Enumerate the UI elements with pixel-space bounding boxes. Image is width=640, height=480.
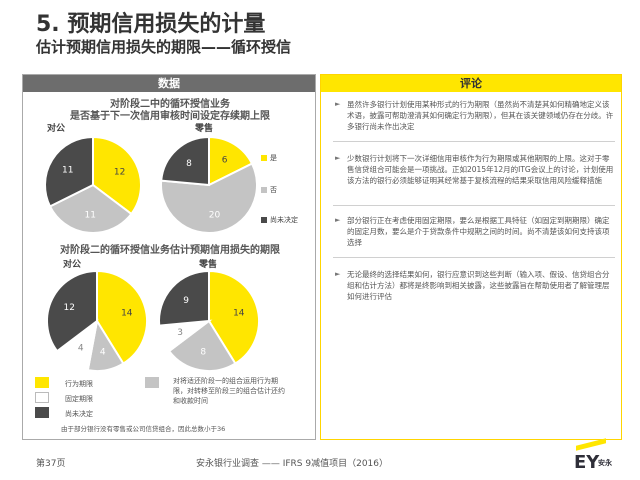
logo-ey-text: EY bbox=[574, 452, 600, 473]
legend-behavioral-swatch bbox=[35, 377, 49, 388]
legend-fixed: 固定期限 bbox=[65, 395, 93, 403]
pie2-corporate-slice-3 bbox=[46, 269, 98, 353]
ey-logo: EY 安永 bbox=[574, 438, 616, 474]
chart1-corporate-label: 对公 bbox=[47, 124, 66, 134]
comment-item: ► 少数银行计划将下一次详细信用审核作为行为期限或其他期限的上限。这对于零售信贷… bbox=[335, 154, 614, 185]
pie2-retail-slice-3 bbox=[158, 269, 210, 327]
legend-pending: 尚未决定 bbox=[65, 410, 93, 418]
pie1-retail-value-label-2: 8 bbox=[186, 159, 192, 169]
pie2-retail-value-label-3: 9 bbox=[183, 296, 189, 306]
legend-yes: 是 bbox=[261, 153, 277, 163]
chart1-retail-label: 零售 bbox=[195, 124, 214, 134]
comment-panel: 评论 ► 虽然许多银行计划使用某种形式的行为期限（虽然尚不清楚其如何精确地定义该… bbox=[320, 74, 622, 440]
chart1-title-line1: 对阶段二中的循环授信业务 bbox=[110, 99, 230, 110]
bullet-icon: ► bbox=[335, 216, 341, 224]
legend-behavioral: 行为期限 bbox=[65, 380, 93, 388]
pie2-retail-slice-1 bbox=[167, 319, 237, 372]
pie1-retail-slice-1 bbox=[160, 162, 258, 234]
pie2-retail-value-label-0: 14 bbox=[233, 309, 245, 319]
comment-panel-heading: 评论 bbox=[321, 75, 621, 92]
data-panel-heading: 数据 bbox=[23, 75, 315, 92]
logo-cn-text: 安永 bbox=[598, 459, 612, 467]
comment-item: ► 无论最终的选择结果如何，银行应意识到这些判断（输入项、假设、信贷组合分组和估… bbox=[335, 270, 610, 301]
pie-chart-2-corporate: 14 4 4 12 bbox=[46, 269, 148, 372]
pie1-corporate-slice-2 bbox=[44, 135, 94, 208]
chart2-retail-label: 零售 bbox=[199, 260, 218, 270]
comment-item: ► 虽然许多银行计划使用某种形式的行为期限（虽然尚不清楚其如何精确地定义该术语，… bbox=[335, 100, 614, 131]
chart2-corporate-label: 对公 bbox=[63, 260, 82, 270]
pie1-retail-value-label-1: 20 bbox=[209, 210, 221, 220]
pie1-retail-value-label-0: 6 bbox=[222, 156, 228, 166]
pie2-corporate-value-label-3: 12 bbox=[64, 303, 75, 313]
pie2-corporate-value-label-1: 4 bbox=[100, 347, 106, 357]
pie1-retail-slice-2 bbox=[160, 135, 210, 187]
legend-stage1-swatch bbox=[145, 377, 159, 388]
bullet-icon: ► bbox=[335, 270, 341, 278]
page-subtitle: 估计预期信用损失的期限——循环授信 bbox=[36, 38, 292, 56]
comment-item: ► 部分银行正在考虑使用固定期限，要么是根据工具特征（如固定到期期限）确定的固定… bbox=[335, 216, 610, 247]
page-number: 第37页 bbox=[36, 459, 66, 469]
divider bbox=[333, 257, 615, 258]
legend-stage1: 对将适还阶段一的组合运用行为期限，对转移至阶段三的组合估计还约和收款时间 bbox=[173, 377, 285, 405]
pie1-corporate-value-label-2: 11 bbox=[62, 165, 73, 175]
legend-undecided: 尚未决定 bbox=[261, 215, 298, 225]
pie2-corporate-value-label-2: 4 bbox=[78, 343, 84, 353]
logo-bar-icon bbox=[576, 438, 606, 451]
pie1-retail-slice-0 bbox=[208, 135, 254, 187]
pie1-corporate-value-label-1: 11 bbox=[85, 211, 96, 221]
legend-no: 否 bbox=[261, 185, 277, 195]
pie1-corporate-slice-0 bbox=[92, 135, 142, 216]
bullet-icon: ► bbox=[335, 100, 341, 108]
bullet-icon: ► bbox=[335, 154, 341, 162]
pie-chart-2-retail: 14 8 3 9 bbox=[158, 269, 260, 372]
pie2-retail-value-label-2: 3 bbox=[177, 328, 183, 338]
chart1-title-line2: 是否基于下一次信用审核时间设定存续期上限 bbox=[70, 111, 270, 122]
pie-chart-1-retail: 6 20 8 bbox=[160, 135, 258, 234]
data-panel: 数据 对阶段二中的循环授信业务 是否基于下一次信用审核时间设定存续期上限 对公 … bbox=[22, 74, 316, 440]
page-title: 5. 预期信用损失的计量 bbox=[36, 12, 266, 37]
legend-fixed-swatch bbox=[35, 392, 49, 403]
divider bbox=[333, 141, 615, 142]
pie-chart-1-corporate: 12 11 11 bbox=[44, 135, 142, 234]
pie2-retail-value-label-1: 8 bbox=[200, 347, 206, 357]
legend-pending-swatch bbox=[35, 407, 49, 418]
pie2-corporate-value-label-0: 14 bbox=[121, 309, 133, 319]
footnote: 由于部分银行没有零售或公司信贷组合，因此总数小于36 bbox=[61, 425, 226, 433]
divider bbox=[333, 205, 615, 206]
footer-source: 安永银行业调查 —— IFRS 9减值项目（2016） bbox=[196, 459, 389, 469]
pie1-corporate-value-label-0: 12 bbox=[114, 168, 125, 178]
chart2-title: 对阶段二的循环授信业务估计预期信用损失的期限 bbox=[60, 245, 280, 256]
